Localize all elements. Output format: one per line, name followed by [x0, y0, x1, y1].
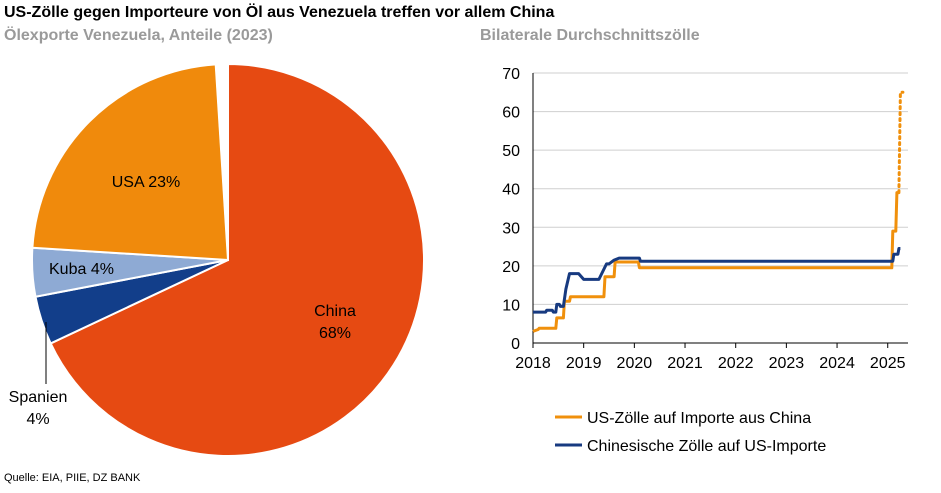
legend: US-Zölle auf Importe aus China Chinesisc… — [555, 410, 826, 455]
pie-label-usa: USA 23% — [112, 174, 181, 191]
pie-chart-subtitle: Ölexporte Venezuela, Anteile (2023) — [4, 27, 273, 44]
x-tick-label: 2021 — [667, 355, 703, 372]
series-line-us-tariffs — [533, 247, 901, 314]
line-chart: 0 10 20 30 40 50 60 70 2018 2019 2020 2021 2022 2023 2… — [502, 66, 908, 372]
pie-label-china-name: China — [314, 303, 356, 320]
x-tick-label: 2018 — [515, 355, 551, 372]
x-tick-label: 2020 — [617, 355, 653, 372]
series-line-china-tariffs — [532, 191, 899, 333]
pie-label-usa-value: 23% — [148, 174, 180, 191]
pie-label-kuba-name: Kuba — [49, 261, 86, 278]
pie-label-usa-name: USA — [112, 174, 145, 191]
pie-label-kuba: Kuba 4% — [49, 261, 114, 278]
y-tick-label: 10 — [502, 297, 520, 314]
pie-slice-gap — [214, 53, 229, 251]
y-tick-label: 30 — [502, 220, 520, 237]
y-tick-label: 0 — [511, 336, 520, 353]
pie-label-spanien-value: 4% — [26, 411, 49, 428]
pie-label-china-value: 68% — [319, 325, 351, 342]
source-note: Quelle: EIA, PIIE, DZ BANK — [4, 472, 141, 484]
pie-label-kuba-value: 4% — [91, 261, 114, 278]
x-tick-label: 2023 — [769, 355, 805, 372]
pie-slice-usa — [31, 63, 230, 262]
y-tick-label: 70 — [502, 66, 520, 83]
x-tick-label: 2024 — [819, 355, 855, 372]
x-tick-label: 2019 — [566, 355, 602, 372]
pie-slice-china — [49, 62, 425, 457]
legend-label-us-tariffs: Chinesische Zölle auf US-Importe — [587, 438, 826, 455]
series-line-china-tariffs-forecast — [897, 90, 905, 195]
pie-chart — [31, 53, 425, 457]
y-tick-label: 40 — [502, 182, 520, 199]
pie-label-spanien-name: Spanien — [9, 389, 68, 406]
chart-title: US-Zölle gegen Importeure von Öl aus Ven… — [4, 4, 555, 21]
y-tick-label: 20 — [502, 259, 520, 276]
x-tick-label: 2022 — [718, 355, 754, 372]
line-chart-subtitle: Bilaterale Durchschnittszölle — [480, 27, 700, 44]
y-tick-label: 60 — [502, 105, 520, 122]
charts-canvas: China 68% Spanien 4% Kuba 4% USA 23% 0 10… — [8, 53, 908, 457]
x-tick-label: 2025 — [870, 355, 906, 372]
y-tick-label: 50 — [502, 143, 520, 160]
legend-label-china-tariffs: US-Zölle auf Importe aus China — [587, 410, 811, 427]
